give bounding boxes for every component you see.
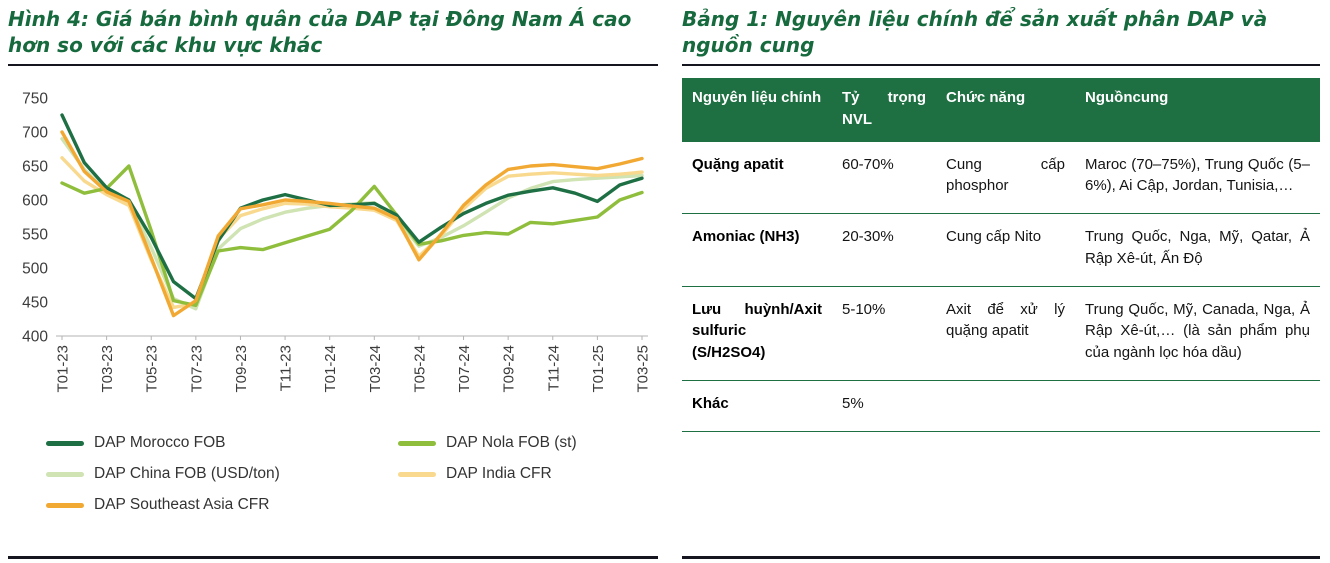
table-panel: Bảng 1: Nguyên liệu chính để sản xuất ph… xyxy=(682,6,1320,563)
y-axis-label: 650 xyxy=(22,159,48,176)
column-header: Chức năng xyxy=(936,78,1075,142)
table-cell: Trung Quốc, Nga, Mỹ, Qatar, Ả Rập Xê-út,… xyxy=(1075,213,1320,287)
table-cell: 5% xyxy=(832,380,936,432)
table-cell: Amoniac (NH3) xyxy=(682,213,832,287)
table-body: Quặng apatit 60-70% Cung cấp phosphor Maroc… xyxy=(682,141,1320,432)
legend-item: DAP India CFR xyxy=(398,465,658,483)
table-title-rule xyxy=(682,64,1320,66)
y-axis-label: 700 xyxy=(22,125,48,142)
x-axis-label: T03-23 xyxy=(99,345,116,393)
legend-label: DAP Morocco FOB xyxy=(94,434,226,451)
table-row: Amoniac (NH3) 20-30% Cung cấp Nito Trung Qu… xyxy=(682,213,1320,287)
x-axis-label: T03-25 xyxy=(635,345,652,393)
figure-bottom-rule xyxy=(8,556,658,559)
legend-label: DAP China FOB (USD/ton) xyxy=(94,465,280,482)
figure-panel: Hình 4: Giá bán bình quân của DAP tại Đô… xyxy=(8,6,658,563)
header-row: Nguyên liệu chính Tỷ trọng NVL Chức năng Ng… xyxy=(682,78,1320,142)
table-cell: Maroc (70–75%), Trung Quốc (5–6%), Ai Cậ… xyxy=(1075,141,1320,214)
x-axis-label: T11-24 xyxy=(545,345,562,391)
chart-legend: DAP Morocco FOB DAP Nola FOB (st) DAP Chin… xyxy=(8,434,658,514)
y-axis-label: 400 xyxy=(22,329,48,346)
x-axis-label: T09-23 xyxy=(233,345,250,393)
table-cell: Lưu huỳnh/Axit sulfuric (S/H2SO4) xyxy=(682,286,832,381)
table-cell: Quặng apatit xyxy=(682,141,832,214)
table-row: Lưu huỳnh/Axit sulfuric (S/H2SO4) 5-10% Ax… xyxy=(682,286,1320,381)
legend-item: DAP Nola FOB (st) xyxy=(398,434,658,452)
table-cell xyxy=(936,380,1075,432)
table-cell: 20-30% xyxy=(832,213,936,287)
y-axis-label: 500 xyxy=(22,261,48,278)
legend-item: DAP China FOB (USD/ton) xyxy=(46,465,398,483)
figure-title: Hình 4: Giá bán bình quân của DAP tại Đô… xyxy=(8,7,632,57)
legend-label: DAP India CFR xyxy=(446,465,552,482)
table-bottom-rule xyxy=(682,556,1320,559)
legend-marker xyxy=(398,440,436,446)
x-axis-label: T11-23 xyxy=(278,345,295,391)
legend-label: DAP Southeast Asia CFR xyxy=(94,496,270,513)
chart-line xyxy=(60,130,644,318)
table-cell: Trung Quốc, Mỹ, Canada, Nga, Ả Rập Xê-út… xyxy=(1075,286,1320,381)
y-axis-label: 450 xyxy=(22,295,48,312)
table-row: Quặng apatit 60-70% Cung cấp phosphor Maroc… xyxy=(682,141,1320,214)
materials-table: Nguyên liệu chính Tỷ trọng NVL Chức năng Ng… xyxy=(682,78,1320,432)
y-axis-label: 600 xyxy=(22,193,48,210)
legend-item: DAP Southeast Asia CFR xyxy=(46,496,398,514)
dap-price-chart: 750 700 650 600 550 500 450 400 T01-23 T03-23 T05-… xyxy=(22,91,652,393)
legend-marker xyxy=(46,440,84,446)
y-axis-label: 550 xyxy=(22,227,48,244)
table-cell: Cung cấp phosphor xyxy=(936,141,1075,214)
figure-title-rule xyxy=(8,64,658,66)
table-cell: 5-10% xyxy=(832,286,936,381)
legend-marker xyxy=(46,502,84,508)
table-title: Bảng 1: Nguyên liệu chính để sản xuất ph… xyxy=(682,7,1268,57)
legend-label: DAP Nola FOB (st) xyxy=(446,434,577,451)
x-axis-label: T07-23 xyxy=(188,345,205,393)
x-axis-label: T05-24 xyxy=(411,345,428,393)
legend-item: DAP Morocco FOB xyxy=(46,434,398,452)
table-cell: 60-70% xyxy=(832,141,936,214)
column-header: Nguyên liệu chính xyxy=(682,78,832,142)
table-cell xyxy=(1075,380,1320,432)
x-axis-label: T05-23 xyxy=(144,345,161,393)
x-axis-label: T09-24 xyxy=(501,345,518,393)
legend-marker xyxy=(398,471,436,477)
x-axis-label: T07-24 xyxy=(456,345,473,393)
x-axis-label: T01-24 xyxy=(322,345,339,393)
column-header: Nguồncung xyxy=(1075,78,1320,142)
y-axis-label: 750 xyxy=(22,91,48,108)
table-head: Nguyên liệu chính Tỷ trọng NVL Chức năng Ng… xyxy=(682,78,1320,142)
legend-marker xyxy=(46,471,84,477)
table-cell: Khác xyxy=(682,380,832,432)
table-row: Khác 5% xyxy=(682,380,1320,432)
column-header: Tỷ trọng NVL xyxy=(832,78,936,142)
table-cell: Cung cấp Nito xyxy=(936,213,1075,287)
table-cell: Axit để xử lý quặng apatit xyxy=(936,286,1075,381)
x-axis-label: T01-25 xyxy=(590,345,607,393)
x-axis-label: T01-23 xyxy=(55,345,72,393)
x-axis-label: T03-24 xyxy=(367,345,384,393)
